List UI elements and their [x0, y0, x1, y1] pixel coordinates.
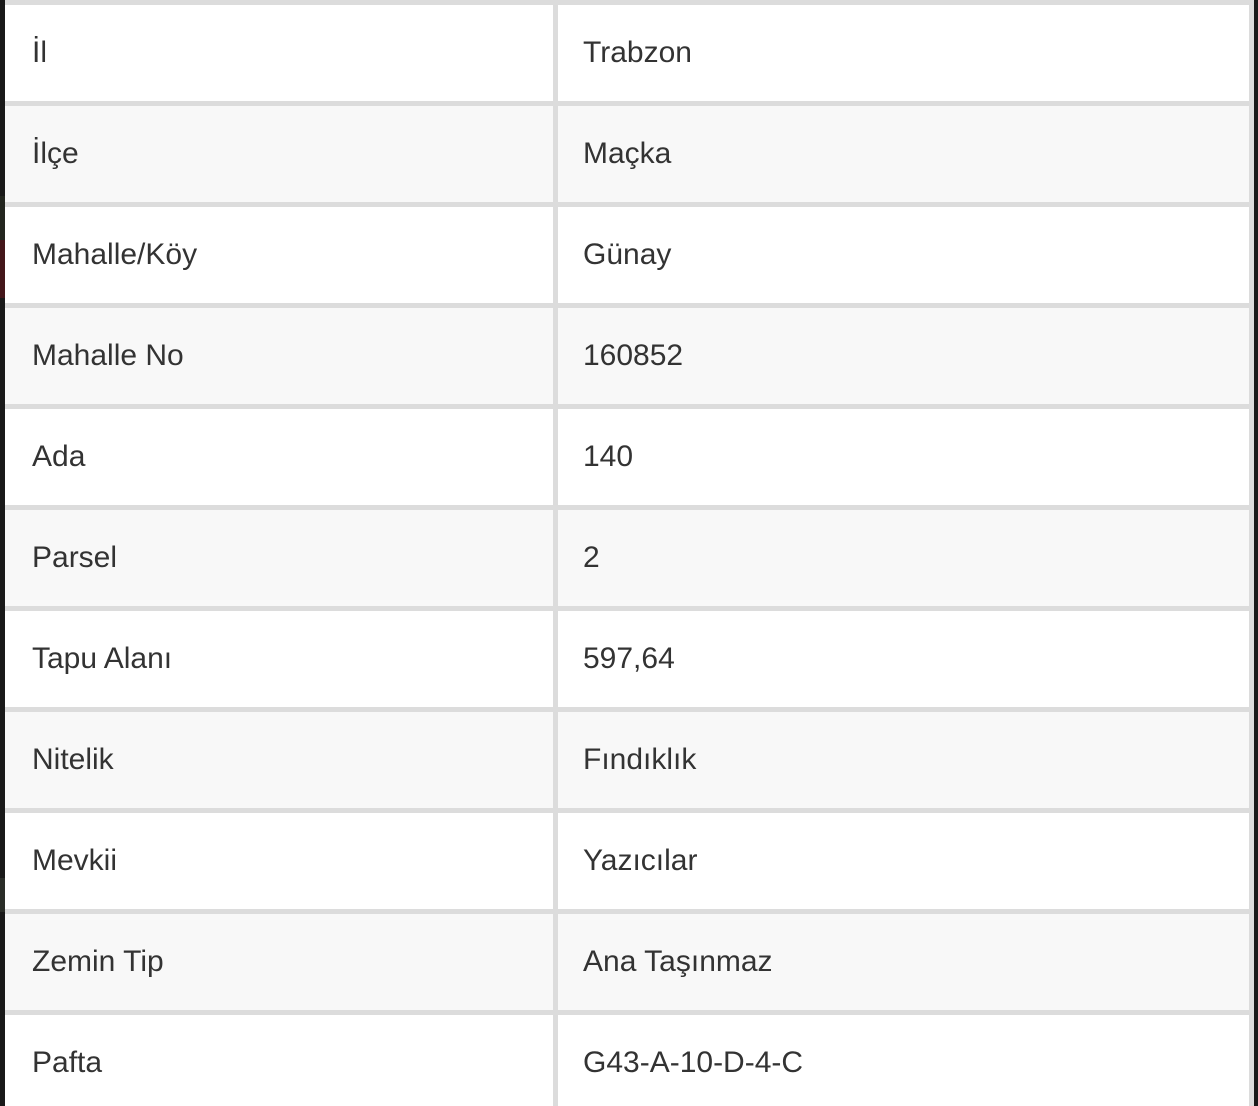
row-value: Fındıklık: [583, 743, 697, 776]
table-row: Mevkii Yazıcılar: [5, 813, 1249, 914]
table-row: Mahalle/Köy Günay: [5, 207, 1249, 308]
column-divider: [553, 914, 558, 1015]
column-divider: [553, 106, 558, 207]
row-label: İlçe: [32, 137, 79, 170]
column-divider: [553, 813, 558, 914]
column-divider: [553, 409, 558, 510]
table-row: Zemin Tip Ana Taşınmaz: [5, 914, 1249, 1015]
column-divider: [553, 611, 558, 712]
page-background-edge-right: [1254, 0, 1258, 1106]
table-row: İlçe Maçka: [5, 106, 1249, 207]
table-row: İl Trabzon: [5, 5, 1249, 106]
row-label: Ada: [32, 440, 86, 473]
row-value: 160852: [583, 339, 684, 372]
column-divider: [553, 308, 558, 409]
row-label: Nitelik: [32, 743, 114, 776]
row-label: İl: [32, 36, 47, 69]
row-label: Mevkii: [32, 844, 118, 877]
column-divider: [553, 712, 558, 813]
row-value: G43-A-10-D-4-C: [583, 1046, 804, 1079]
table-row: Mahalle No 160852: [5, 308, 1249, 409]
table-row: Parsel 2: [5, 510, 1249, 611]
row-value: 597,64: [583, 642, 675, 675]
table-row: Pafta G43-A-10-D-4-C: [5, 1015, 1249, 1106]
map-fragment-patch: [0, 878, 5, 912]
parcel-info-table: İl Trabzon İlçe Maçka Mahalle/Köy Günay …: [5, 0, 1254, 1106]
row-value: 2: [583, 541, 600, 574]
row-value: Yazıcılar: [583, 844, 698, 877]
table-row: Nitelik Fındıklık: [5, 712, 1249, 813]
row-label: Zemin Tip: [32, 945, 164, 978]
row-value: 140: [583, 440, 634, 473]
row-label: Pafta: [32, 1046, 103, 1079]
row-value: Ana Taşınmaz: [583, 945, 773, 978]
table-row: Tapu Alanı 597,64: [5, 611, 1249, 712]
map-fragment-patch: [0, 240, 5, 298]
map-fragment-patch: [0, 196, 5, 240]
column-divider: [553, 1015, 558, 1106]
row-label: Parsel: [32, 541, 118, 574]
row-value: Günay: [583, 238, 672, 271]
column-divider: [553, 5, 558, 106]
column-divider: [553, 207, 558, 308]
table-row: Ada 140: [5, 409, 1249, 510]
page-background-edge-left: [0, 0, 5, 1106]
row-value: Maçka: [583, 137, 672, 170]
column-divider: [553, 510, 558, 611]
row-value: Trabzon: [583, 36, 692, 69]
row-label: Mahalle No: [32, 339, 184, 372]
row-label: Mahalle/Köy: [32, 238, 198, 271]
row-label: Tapu Alanı: [32, 642, 173, 675]
